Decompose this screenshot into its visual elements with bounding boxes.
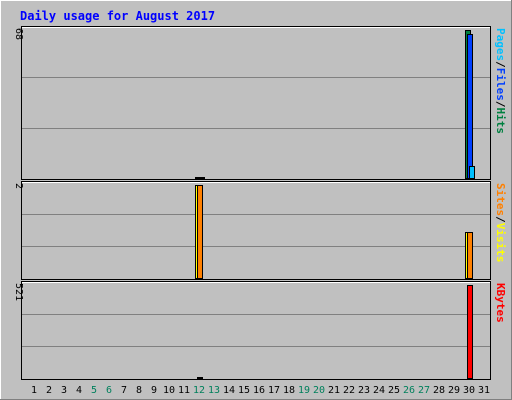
x-tick-label: 22 (343, 385, 355, 396)
x-tick-label: 15 (238, 385, 250, 396)
bar-sites-day-12 (197, 185, 203, 279)
x-tick-label: 12 (193, 385, 205, 396)
x-tick-label: 23 (358, 385, 370, 396)
legend-item: / (494, 216, 507, 223)
bar-sites-day-30 (467, 232, 473, 279)
plot-area (21, 281, 491, 380)
x-tick-label: 6 (106, 385, 112, 396)
hits-panel: 68 Pages/Files/Hits (13, 26, 507, 180)
legend-item: / (494, 101, 507, 108)
bar-kbytes-day-30 (467, 285, 473, 379)
x-tick-label: 8 (136, 385, 142, 396)
x-tick-label: 29 (448, 385, 460, 396)
chart-title: Daily usage for August 2017 (20, 9, 215, 23)
bar-kbytes-day-12 (197, 377, 203, 379)
x-tick-label: 2 (46, 385, 52, 396)
x-tick-label: 5 (91, 385, 97, 396)
x-tick-label: 7 (121, 385, 127, 396)
x-tick-label: 31 (478, 385, 490, 396)
axis-max-label: 521 (13, 283, 24, 301)
x-tick-label: 1 (31, 385, 37, 396)
legend: Pages/Files/Hits (494, 28, 507, 134)
x-tick-label: 18 (283, 385, 295, 396)
legend-item: KBytes (494, 283, 507, 323)
x-tick-label: 4 (76, 385, 82, 396)
x-tick-label: 20 (313, 385, 325, 396)
x-tick-label: 24 (373, 385, 385, 396)
legend-item: Hits (494, 108, 507, 135)
x-tick-label: 26 (403, 385, 415, 396)
bar-pages-day-30 (469, 166, 475, 179)
bar-pages-day-12 (199, 177, 205, 179)
x-tick-label: 16 (253, 385, 265, 396)
axis-max-label: 68 (13, 28, 24, 40)
legend-item: Visits (494, 223, 507, 263)
x-tick-label: 28 (433, 385, 445, 396)
x-tick-label: 13 (208, 385, 220, 396)
x-tick-label: 19 (298, 385, 310, 396)
x-tick-label: 27 (418, 385, 430, 396)
legend-item: Pages (494, 28, 507, 61)
x-tick-label: 25 (388, 385, 400, 396)
x-tick-label: 14 (223, 385, 235, 396)
legend-item: Sites (494, 183, 507, 216)
kbytes-panel: 521 KBytes (13, 281, 507, 380)
axis-max-label: 2 (13, 183, 24, 189)
x-tick-label: 17 (268, 385, 280, 396)
bar-files-day-30 (467, 34, 473, 179)
legend: KBytes (494, 283, 507, 323)
x-tick-label: 21 (328, 385, 340, 396)
x-tick-label: 3 (61, 385, 67, 396)
x-axis: 1 2 3 4 5 6 7 8 9 10 11 12 13 14 15 16 17 18 19 20 21 22 23 24 2… (31, 385, 490, 396)
x-tick-label: 30 (463, 385, 475, 396)
visits-panel: 2 Sites/Visits (13, 181, 507, 280)
x-tick-label: 9 (151, 385, 157, 396)
legend-item: / (494, 61, 507, 68)
x-tick-label: 10 (163, 385, 175, 396)
legend-item: Files (494, 68, 507, 101)
plot-area (21, 181, 491, 280)
plot-area (21, 26, 491, 180)
x-tick-label: 11 (178, 385, 190, 396)
legend: Sites/Visits (494, 183, 507, 263)
